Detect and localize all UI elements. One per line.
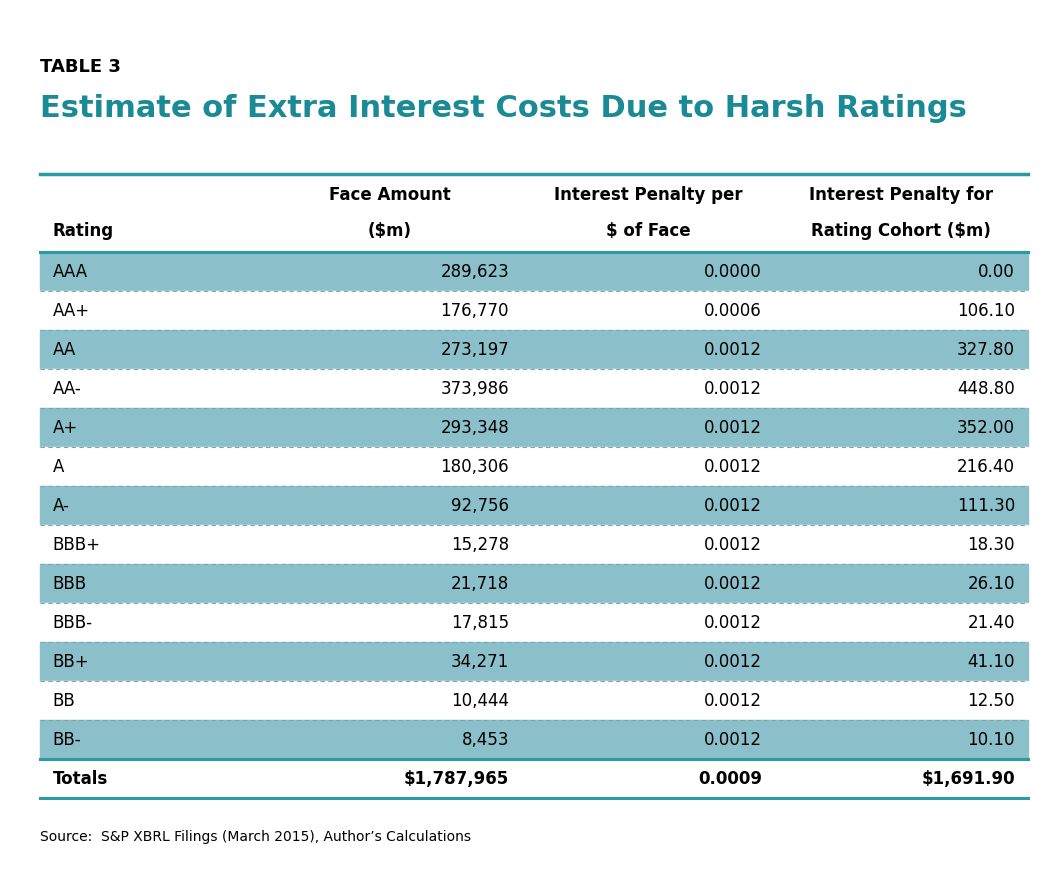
Text: Face Amount: Face Amount xyxy=(329,186,451,204)
Text: Rating Cohort ($m): Rating Cohort ($m) xyxy=(812,222,991,240)
Text: 0.0006: 0.0006 xyxy=(704,301,762,320)
Text: 289,623: 289,623 xyxy=(441,263,509,281)
Text: BBB+: BBB+ xyxy=(53,536,101,554)
Text: 0.0012: 0.0012 xyxy=(704,380,762,398)
Text: 352.00: 352.00 xyxy=(957,419,1015,437)
Text: AA: AA xyxy=(53,341,76,359)
Text: 293,348: 293,348 xyxy=(441,419,509,437)
Text: BBB: BBB xyxy=(53,574,86,593)
Text: A: A xyxy=(53,458,64,476)
Text: 21.40: 21.40 xyxy=(968,614,1015,632)
Text: 106.10: 106.10 xyxy=(957,301,1015,320)
Text: 8,453: 8,453 xyxy=(462,731,509,749)
Text: 0.0012: 0.0012 xyxy=(704,614,762,632)
Text: BB+: BB+ xyxy=(53,653,90,671)
Text: 12.50: 12.50 xyxy=(968,692,1015,710)
Text: $ of Face: $ of Face xyxy=(606,222,690,240)
Text: AA-: AA- xyxy=(53,380,81,398)
Text: 15,278: 15,278 xyxy=(451,536,509,554)
Text: A-: A- xyxy=(53,497,70,515)
Text: 448.80: 448.80 xyxy=(957,380,1015,398)
Text: $1,691.90: $1,691.90 xyxy=(921,770,1015,788)
Text: A+: A+ xyxy=(53,419,78,437)
Text: 10.10: 10.10 xyxy=(968,731,1015,749)
Text: 21,718: 21,718 xyxy=(451,574,509,593)
Text: Source:  S&P XBRL Filings (March 2015), Author’s Calculations: Source: S&P XBRL Filings (March 2015), A… xyxy=(40,830,471,844)
Text: 0.0012: 0.0012 xyxy=(704,419,762,437)
Text: 41.10: 41.10 xyxy=(968,653,1015,671)
Text: 0.0012: 0.0012 xyxy=(704,574,762,593)
Text: 176,770: 176,770 xyxy=(441,301,509,320)
Text: 111.30: 111.30 xyxy=(957,497,1015,515)
Text: 34,271: 34,271 xyxy=(451,653,509,671)
Text: Interest Penalty for: Interest Penalty for xyxy=(809,186,993,204)
Text: 0.0012: 0.0012 xyxy=(704,692,762,710)
Text: 0.00: 0.00 xyxy=(978,263,1015,281)
Text: 0.0009: 0.0009 xyxy=(698,770,762,788)
Text: 17,815: 17,815 xyxy=(451,614,509,632)
Text: 0.0012: 0.0012 xyxy=(704,536,762,554)
Text: 18.30: 18.30 xyxy=(968,536,1015,554)
Text: 327.80: 327.80 xyxy=(957,341,1015,359)
Text: 0.0012: 0.0012 xyxy=(704,458,762,476)
Text: 0.0000: 0.0000 xyxy=(704,263,762,281)
Text: 0.0012: 0.0012 xyxy=(704,497,762,515)
Text: BBB-: BBB- xyxy=(53,614,93,632)
Text: 216.40: 216.40 xyxy=(957,458,1015,476)
Text: BB: BB xyxy=(53,692,76,710)
Text: Rating: Rating xyxy=(53,222,114,240)
Text: Interest Penalty per: Interest Penalty per xyxy=(554,186,742,204)
Text: TABLE 3: TABLE 3 xyxy=(40,58,121,76)
Text: 373,986: 373,986 xyxy=(441,380,509,398)
Text: 0.0012: 0.0012 xyxy=(704,653,762,671)
Text: 0.0012: 0.0012 xyxy=(704,341,762,359)
Text: 10,444: 10,444 xyxy=(451,692,509,710)
Text: AA+: AA+ xyxy=(53,301,90,320)
Text: 273,197: 273,197 xyxy=(441,341,509,359)
Text: BB-: BB- xyxy=(53,731,81,749)
Text: $1,787,965: $1,787,965 xyxy=(404,770,509,788)
Text: 92,756: 92,756 xyxy=(451,497,509,515)
Text: 180,306: 180,306 xyxy=(441,458,509,476)
Text: Estimate of Extra Interest Costs Due to Harsh Ratings: Estimate of Extra Interest Costs Due to … xyxy=(40,94,967,123)
Text: AAA: AAA xyxy=(53,263,87,281)
Text: Totals: Totals xyxy=(53,770,108,788)
Text: ($m): ($m) xyxy=(368,222,412,240)
Text: 0.0012: 0.0012 xyxy=(704,731,762,749)
Text: 26.10: 26.10 xyxy=(968,574,1015,593)
